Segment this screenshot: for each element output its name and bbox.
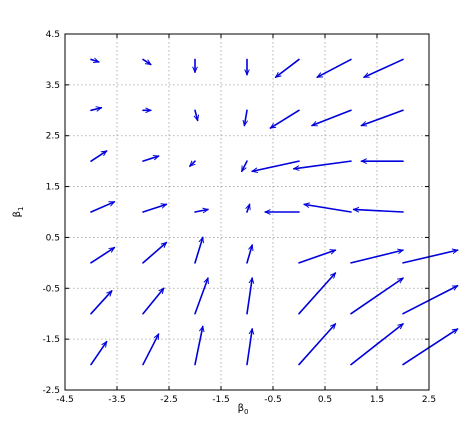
y-tick-label: 0.5 — [46, 233, 60, 243]
y-axis-label: β1 — [12, 207, 25, 218]
vector-arrow — [276, 58, 300, 79]
vector-arrow — [270, 109, 300, 129]
vector-arrow — [90, 291, 113, 315]
vector-arrow — [194, 278, 208, 315]
vector-arrow — [142, 58, 151, 66]
y-tick-label: 1.5 — [46, 183, 60, 193]
vector-arrow — [246, 278, 252, 315]
vector-arrow — [247, 204, 250, 213]
vector-arrow — [142, 288, 165, 315]
vector-arrow — [90, 201, 114, 213]
vector-arrow — [298, 324, 337, 366]
vector-arrow — [298, 250, 335, 264]
vector-arrow — [190, 160, 196, 166]
y-tick-label: -2.5 — [42, 386, 60, 396]
vector-arrow — [90, 59, 99, 62]
vector-arrow — [244, 109, 247, 125]
vector-arrow — [350, 250, 403, 264]
vector-arrow — [402, 250, 458, 264]
vector-arrow — [246, 245, 252, 264]
vector-arrow — [402, 328, 458, 366]
x-tick-label: 1.5 — [370, 395, 384, 405]
x-tick-label: 0.5 — [318, 395, 332, 405]
vector-arrow — [361, 109, 404, 125]
vector-arrow — [194, 209, 208, 212]
vector-arrow — [90, 150, 107, 162]
x-tick-label: -0.5 — [264, 395, 282, 405]
vector-arrow — [246, 329, 252, 366]
axis-ticks: -4.5 -3.5 -2.5 -1.5 -0.5 0.5 1.5 2.5 -2.5 -1.5 -0.… — [42, 30, 436, 405]
vector-arrow — [304, 204, 352, 213]
vector-arrow — [90, 246, 114, 264]
vector-arrow — [352, 209, 404, 213]
y-tick-label: -0.5 — [42, 284, 60, 294]
x-tick-label: -2.5 — [160, 395, 178, 405]
x-tick-label: 2.5 — [422, 395, 436, 405]
vector-arrow — [350, 323, 403, 366]
vector-arrow — [194, 237, 203, 264]
vector-arrow — [317, 58, 352, 79]
vector-arrow — [195, 109, 198, 120]
vector-arrow — [90, 342, 108, 366]
vector-arrow — [364, 58, 404, 79]
y-tick-label: 3.5 — [46, 81, 60, 91]
plot-frame — [64, 33, 430, 391]
vector-arrow — [142, 334, 160, 366]
x-tick-label: -1.5 — [212, 395, 230, 405]
y-tick-label: -1.5 — [42, 335, 60, 345]
vector-arrow — [194, 326, 203, 366]
vector-arrow — [294, 160, 352, 169]
x-tick-label: -4.5 — [56, 395, 74, 405]
vector-arrow — [298, 273, 337, 315]
vector-arrow — [142, 241, 166, 264]
y-tick-label: 2.5 — [46, 132, 60, 142]
vector-field — [90, 58, 458, 366]
y-tick-label: 4.5 — [46, 30, 60, 40]
vector-arrow — [350, 277, 403, 315]
vector-arrow — [142, 156, 159, 162]
vector-arrow — [252, 160, 300, 171]
gridlines — [65, 34, 429, 390]
vector-arrow — [241, 160, 248, 171]
vector-arrow — [90, 108, 101, 111]
vector-arrow — [312, 109, 352, 127]
vector-arrow — [142, 204, 166, 213]
x-tick-label: -3.5 — [108, 395, 126, 405]
x-axis-label: β0 — [238, 403, 249, 416]
vector-arrow — [402, 284, 458, 315]
